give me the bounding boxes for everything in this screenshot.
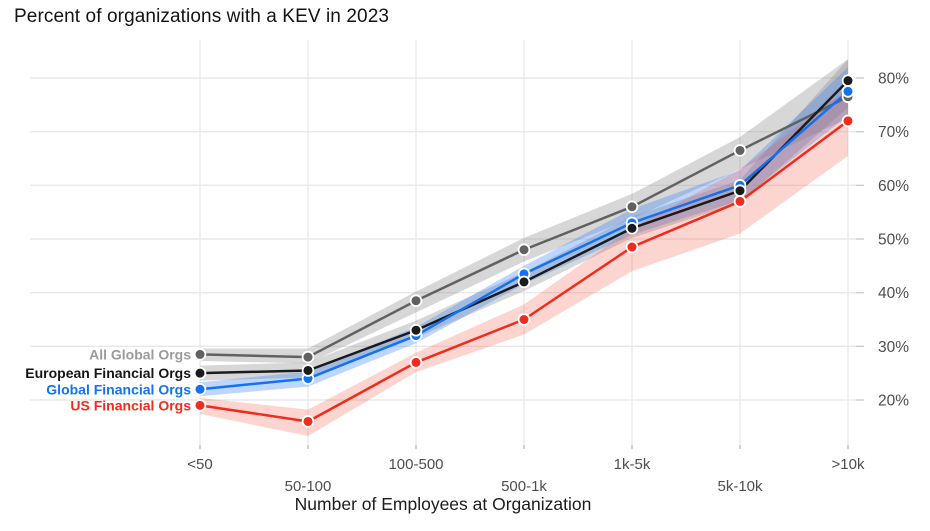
data-point-us-financial-orgs-3 <box>517 313 531 326</box>
y-tick-label: 20% <box>878 393 909 410</box>
y-tick-label: 80% <box>878 71 909 88</box>
data-point-us-financial-orgs-4 <box>625 240 639 254</box>
x-axis-title: Number of Employees at Organization <box>294 494 592 514</box>
x-tick-label: <50 <box>187 456 212 473</box>
series-label-european-financial-orgs: European Financial Orgs <box>25 365 191 381</box>
x-tick-label: 500-1k <box>501 478 547 495</box>
data-point-european-financial-orgs-2 <box>409 323 423 337</box>
y-tick-label: 30% <box>878 339 909 356</box>
series-label-all-global-orgs: All Global Orgs <box>89 346 191 362</box>
data-point-us-financial-orgs-2 <box>409 356 423 369</box>
y-tick-label: 50% <box>878 232 909 249</box>
series-label-us-financial-orgs: US Financial Orgs <box>70 397 191 413</box>
data-point-european-financial-orgs-0 <box>193 366 207 380</box>
data-point-global-financial-orgs-0 <box>193 382 207 396</box>
data-point-all-global-orgs-2 <box>409 294 423 308</box>
data-point-european-financial-orgs-5 <box>733 184 747 198</box>
x-tick-label: >10k <box>832 456 865 473</box>
data-point-all-global-orgs-4 <box>625 200 639 214</box>
x-tick-label: 1k-5k <box>614 456 651 473</box>
x-tick-label: 50-100 <box>285 478 332 495</box>
data-point-all-global-orgs-0 <box>193 348 207 361</box>
x-tick-label: 5k-10k <box>717 478 763 495</box>
series-label-global-financial-orgs: Global Financial Orgs <box>46 381 191 397</box>
data-point-all-global-orgs-5 <box>733 144 747 157</box>
data-point-us-financial-orgs-5 <box>733 195 747 208</box>
data-point-us-financial-orgs-0 <box>193 399 207 412</box>
y-tick-label: 70% <box>878 124 909 141</box>
data-point-all-global-orgs-3 <box>517 243 531 257</box>
data-point-us-financial-orgs-1 <box>301 415 315 428</box>
series-points <box>193 74 855 428</box>
y-tick-label: 40% <box>878 285 909 302</box>
data-point-global-financial-orgs-6 <box>841 85 855 98</box>
axis-labels: <50 50-100 100-500 500-1k 1k-5k 5k-10k >10k 20%… <box>187 71 909 496</box>
data-point-all-global-orgs-1 <box>301 350 315 364</box>
x-tick-label: 100-500 <box>388 456 443 473</box>
y-tick-label: 60% <box>878 178 909 195</box>
data-point-european-financial-orgs-3 <box>517 275 531 289</box>
series-direct-labels: All Global Orgs European Financial OrgsGl… <box>25 346 191 413</box>
data-point-european-financial-orgs-6 <box>841 74 855 87</box>
data-point-us-financial-orgs-6 <box>841 114 855 128</box>
data-point-european-financial-orgs-1 <box>301 364 315 377</box>
chart-title: Percent of organizations with a KEV in 2… <box>14 6 390 27</box>
data-point-european-financial-orgs-4 <box>625 221 639 235</box>
